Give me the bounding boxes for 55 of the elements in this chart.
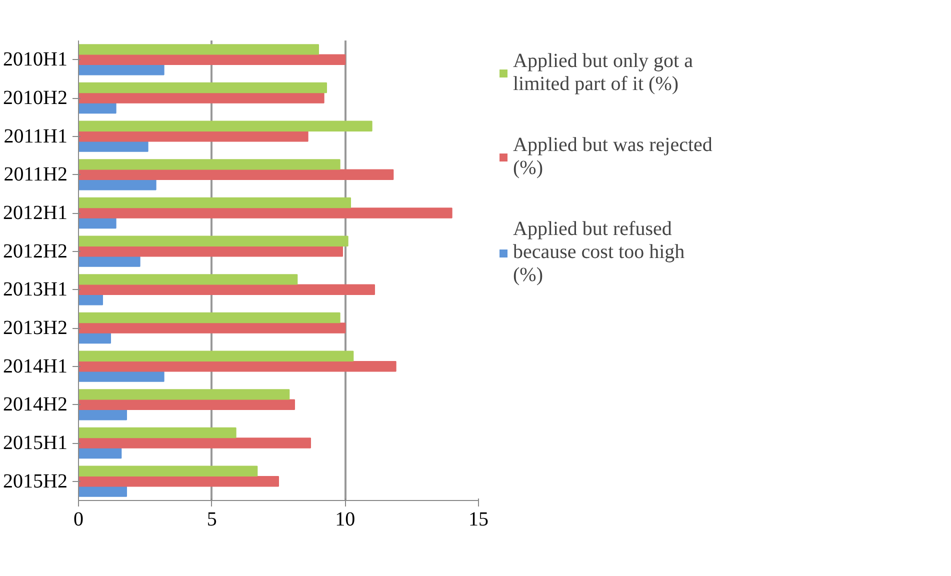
- bar: [78, 438, 311, 448]
- bar: [78, 256, 140, 267]
- legend-label: Applied but only got a limited part of it (%): [513, 50, 693, 96]
- bar: [78, 54, 346, 66]
- legend-label: Applied but refused because cost too high (%): [513, 218, 685, 287]
- y-tick-label: 2011H2: [4, 164, 68, 186]
- bar: [78, 466, 258, 476]
- bar: [78, 208, 452, 218]
- y-tick-label: 2012H1: [3, 202, 68, 224]
- bar: [78, 448, 122, 459]
- bar: [78, 120, 372, 132]
- bar: [78, 371, 164, 382]
- bar: [78, 141, 148, 152]
- y-tick-label: 2015H2: [3, 470, 68, 492]
- x-tick-label: 5: [206, 508, 217, 530]
- y-tick-label: 2014H2: [3, 394, 68, 416]
- bar: [78, 246, 343, 257]
- x-tick-label: 10: [335, 508, 356, 530]
- y-tick-label: 2011H1: [4, 125, 68, 148]
- bar: [78, 82, 327, 94]
- y-tick-label: 2013H1: [3, 278, 68, 301]
- bar: [78, 197, 351, 208]
- y-tick-label: 2014H1: [3, 355, 68, 378]
- bar: [78, 427, 236, 438]
- y-tick-label: 2010H2: [3, 87, 68, 109]
- bar: [78, 92, 324, 104]
- x-tick-label: 0: [74, 508, 84, 530]
- y-tick-label: 2013H2: [3, 317, 68, 339]
- bar: [78, 332, 111, 344]
- bar: [78, 322, 346, 334]
- bar: [78, 236, 348, 246]
- y-tick-label: 2010H1: [3, 48, 68, 71]
- bar: [78, 44, 319, 55]
- bar: [78, 399, 295, 410]
- bar: [78, 486, 127, 497]
- bar: [78, 294, 103, 306]
- bar: [78, 284, 375, 296]
- bar: [78, 389, 290, 400]
- bar: [78, 410, 127, 420]
- x-tick-label: 15: [468, 508, 488, 530]
- bar: [78, 169, 394, 180]
- bar: [78, 159, 340, 170]
- bar: [78, 350, 354, 362]
- bar: [78, 274, 298, 285]
- bar: [78, 312, 340, 324]
- legend-label: Applied but was rejected (%): [513, 134, 712, 180]
- y-tick-label: 2012H2: [3, 240, 68, 262]
- bar: [78, 130, 308, 142]
- bar: [78, 476, 279, 487]
- bar: [78, 360, 396, 372]
- bar: [78, 218, 116, 229]
- bar: [78, 102, 116, 114]
- bar: [78, 64, 164, 76]
- bar: [78, 180, 156, 190]
- y-tick-label: 2015H1: [3, 432, 68, 454]
